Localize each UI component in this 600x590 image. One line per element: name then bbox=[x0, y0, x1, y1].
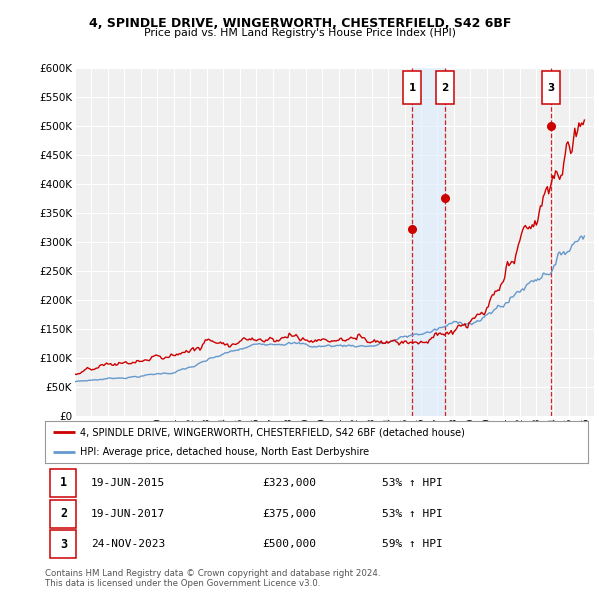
Text: £375,000: £375,000 bbox=[262, 509, 316, 519]
FancyBboxPatch shape bbox=[50, 530, 76, 558]
FancyBboxPatch shape bbox=[542, 71, 560, 104]
Text: 3: 3 bbox=[548, 83, 555, 93]
Text: 24-NOV-2023: 24-NOV-2023 bbox=[91, 539, 166, 549]
Text: 19-JUN-2017: 19-JUN-2017 bbox=[91, 509, 166, 519]
Text: 4, SPINDLE DRIVE, WINGERWORTH, CHESTERFIELD, S42 6BF: 4, SPINDLE DRIVE, WINGERWORTH, CHESTERFI… bbox=[89, 17, 511, 30]
Text: Price paid vs. HM Land Registry's House Price Index (HPI): Price paid vs. HM Land Registry's House … bbox=[144, 28, 456, 38]
Text: 53% ↑ HPI: 53% ↑ HPI bbox=[382, 478, 442, 488]
Text: 1: 1 bbox=[60, 476, 67, 489]
FancyBboxPatch shape bbox=[50, 469, 76, 497]
Text: 2: 2 bbox=[60, 507, 67, 520]
Text: £500,000: £500,000 bbox=[262, 539, 316, 549]
FancyBboxPatch shape bbox=[50, 500, 76, 527]
Text: 3: 3 bbox=[60, 538, 67, 551]
Text: 2: 2 bbox=[442, 83, 449, 93]
Text: This data is licensed under the Open Government Licence v3.0.: This data is licensed under the Open Gov… bbox=[45, 579, 320, 588]
Text: £323,000: £323,000 bbox=[262, 478, 316, 488]
Bar bbox=[412, 68, 445, 416]
FancyBboxPatch shape bbox=[403, 71, 421, 104]
Text: 53% ↑ HPI: 53% ↑ HPI bbox=[382, 509, 442, 519]
Text: 59% ↑ HPI: 59% ↑ HPI bbox=[382, 539, 442, 549]
Text: 1: 1 bbox=[409, 83, 416, 93]
FancyBboxPatch shape bbox=[436, 71, 454, 104]
Text: Contains HM Land Registry data © Crown copyright and database right 2024.: Contains HM Land Registry data © Crown c… bbox=[45, 569, 380, 578]
Text: HPI: Average price, detached house, North East Derbyshire: HPI: Average price, detached house, Nort… bbox=[80, 447, 370, 457]
Text: 4, SPINDLE DRIVE, WINGERWORTH, CHESTERFIELD, S42 6BF (detached house): 4, SPINDLE DRIVE, WINGERWORTH, CHESTERFI… bbox=[80, 427, 465, 437]
Text: 19-JUN-2015: 19-JUN-2015 bbox=[91, 478, 166, 488]
